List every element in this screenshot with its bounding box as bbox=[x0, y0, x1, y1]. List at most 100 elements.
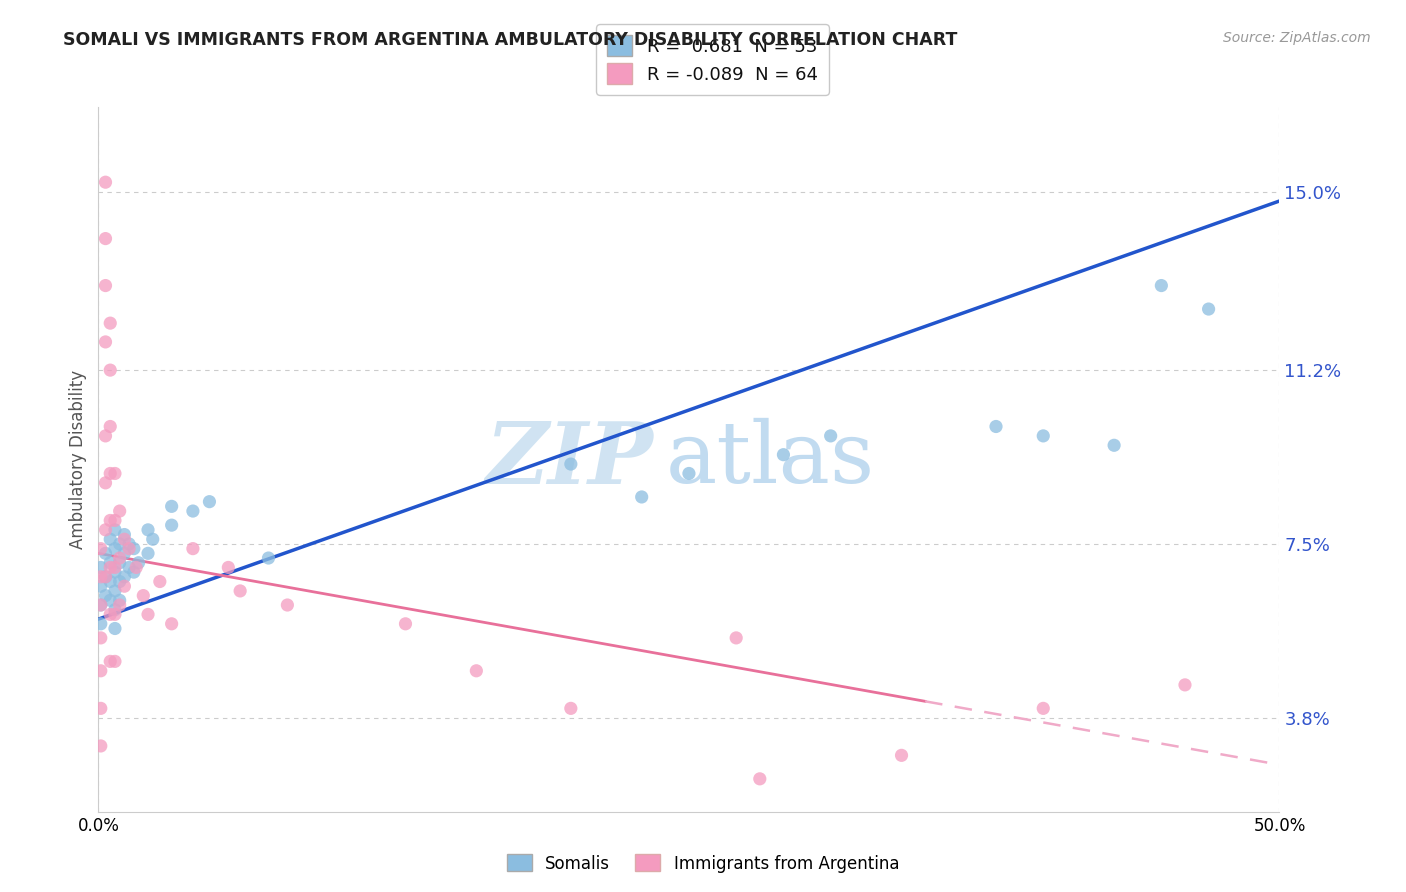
Point bbox=[94, 429, 117, 443]
Point bbox=[1150, 278, 1173, 293]
Point bbox=[108, 551, 131, 566]
Point bbox=[112, 533, 135, 547]
Point bbox=[160, 616, 183, 631]
Point bbox=[128, 556, 150, 570]
Point bbox=[104, 583, 127, 598]
Point bbox=[94, 278, 117, 293]
Legend: Somalis, Immigrants from Argentina: Somalis, Immigrants from Argentina bbox=[501, 847, 905, 880]
Point bbox=[160, 518, 183, 533]
Text: ZIP: ZIP bbox=[485, 417, 654, 501]
Point bbox=[98, 560, 121, 574]
Point bbox=[725, 631, 748, 645]
Point bbox=[118, 537, 141, 551]
Point bbox=[112, 546, 135, 560]
Text: atlas: atlas bbox=[665, 417, 875, 501]
Point bbox=[560, 701, 582, 715]
Point bbox=[98, 533, 121, 547]
Point bbox=[90, 701, 112, 715]
Point bbox=[149, 574, 172, 589]
Point bbox=[104, 560, 127, 574]
Point bbox=[104, 523, 127, 537]
Point bbox=[108, 504, 131, 518]
Point bbox=[90, 541, 112, 556]
Point bbox=[94, 523, 117, 537]
Legend: R =  0.681  N = 53, R = -0.089  N = 64: R = 0.681 N = 53, R = -0.089 N = 64 bbox=[596, 24, 828, 95]
Point bbox=[104, 467, 127, 481]
Point bbox=[136, 546, 159, 560]
Point bbox=[1198, 301, 1220, 316]
Point bbox=[104, 622, 127, 636]
Point bbox=[98, 363, 121, 377]
Point bbox=[630, 490, 652, 504]
Point bbox=[90, 598, 112, 612]
Point bbox=[984, 419, 1007, 434]
Point bbox=[112, 527, 135, 541]
Point bbox=[94, 334, 117, 349]
Point bbox=[98, 513, 121, 527]
Point bbox=[104, 565, 127, 579]
Point bbox=[90, 579, 112, 593]
Point bbox=[112, 579, 135, 593]
Point bbox=[122, 565, 145, 579]
Point bbox=[1032, 701, 1054, 715]
Point bbox=[94, 475, 117, 490]
Point bbox=[122, 541, 145, 556]
Point bbox=[890, 748, 912, 763]
Text: Source: ZipAtlas.com: Source: ZipAtlas.com bbox=[1223, 31, 1371, 45]
Text: SOMALI VS IMMIGRANTS FROM ARGENTINA AMBULATORY DISABILITY CORRELATION CHART: SOMALI VS IMMIGRANTS FROM ARGENTINA AMBU… bbox=[63, 31, 957, 49]
Point bbox=[94, 546, 117, 560]
Point bbox=[90, 664, 112, 678]
Point bbox=[90, 616, 112, 631]
Point bbox=[108, 574, 131, 589]
Point bbox=[108, 598, 131, 612]
Point bbox=[98, 607, 121, 622]
Point bbox=[136, 607, 159, 622]
Point bbox=[181, 541, 204, 556]
Point bbox=[198, 494, 221, 508]
Point bbox=[257, 551, 280, 566]
Point bbox=[112, 570, 135, 584]
Point bbox=[98, 467, 121, 481]
Point bbox=[94, 570, 117, 584]
Point bbox=[820, 429, 842, 443]
Point bbox=[94, 175, 117, 189]
Point bbox=[94, 231, 117, 245]
Point bbox=[118, 541, 141, 556]
Point bbox=[160, 500, 183, 514]
Point bbox=[678, 467, 700, 481]
Point bbox=[104, 541, 127, 556]
Point bbox=[104, 654, 127, 668]
Point bbox=[98, 316, 121, 330]
Point bbox=[1032, 429, 1054, 443]
Point bbox=[465, 664, 488, 678]
Point bbox=[98, 556, 121, 570]
Point bbox=[90, 631, 112, 645]
Point bbox=[394, 616, 416, 631]
Point bbox=[118, 560, 141, 574]
Point bbox=[772, 448, 794, 462]
Point bbox=[181, 504, 204, 518]
Point bbox=[90, 560, 112, 574]
Point bbox=[276, 598, 298, 612]
Point bbox=[560, 457, 582, 471]
Point bbox=[217, 560, 239, 574]
Point bbox=[132, 589, 155, 603]
Point bbox=[104, 607, 127, 622]
Point bbox=[136, 523, 159, 537]
Point bbox=[104, 513, 127, 527]
Point bbox=[98, 419, 121, 434]
Point bbox=[748, 772, 770, 786]
Point bbox=[229, 583, 252, 598]
Point bbox=[98, 574, 121, 589]
Point bbox=[108, 593, 131, 607]
Point bbox=[90, 570, 112, 584]
Point bbox=[108, 537, 131, 551]
Point bbox=[98, 654, 121, 668]
Point bbox=[90, 598, 112, 612]
Point bbox=[90, 739, 112, 753]
Point bbox=[125, 560, 148, 574]
Point bbox=[98, 593, 121, 607]
Point bbox=[108, 556, 131, 570]
Y-axis label: Ambulatory Disability: Ambulatory Disability bbox=[69, 370, 87, 549]
Point bbox=[104, 603, 127, 617]
